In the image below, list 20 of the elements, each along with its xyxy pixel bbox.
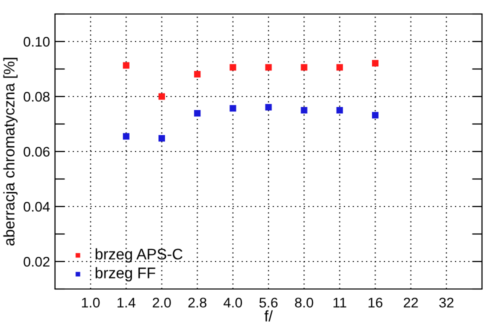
y-tick-label: 0.08 bbox=[24, 92, 50, 102]
x-tick-label: 1.0 bbox=[82, 298, 100, 308]
legend-label: brzeg APS-C bbox=[96, 248, 182, 263]
x-tick-label: 11 bbox=[334, 298, 346, 308]
y-tick-label: 0.04 bbox=[24, 202, 50, 212]
x-tick-label: 5.6 bbox=[259, 298, 278, 308]
x-tick-label: 22 bbox=[404, 298, 418, 308]
x-tick-label: 1.4 bbox=[118, 298, 136, 308]
y-tick-label: 0.06 bbox=[24, 146, 50, 157]
x-tick-label: 2.8 bbox=[188, 298, 206, 308]
text: 0.02 bbox=[24, 256, 50, 267]
y-tick-label: 0.10 bbox=[24, 36, 50, 47]
legend-label: brzeg FF bbox=[96, 267, 156, 282]
x-tick-label: 8.0 bbox=[295, 298, 314, 308]
x-tick-label: 2.0 bbox=[152, 298, 171, 308]
x-tick-label: 32 bbox=[439, 298, 454, 308]
x-tick-label: 16 bbox=[368, 298, 382, 308]
x-axis-title: f/ bbox=[264, 310, 273, 322]
y-axis-title: aberracja chromatyczna [%] bbox=[3, 58, 18, 246]
x-tick-label: 4.0 bbox=[224, 298, 242, 308]
